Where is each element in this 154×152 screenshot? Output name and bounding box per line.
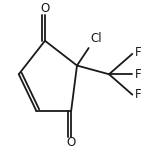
Text: F: F xyxy=(135,68,142,81)
Text: Cl: Cl xyxy=(90,32,102,45)
Text: O: O xyxy=(67,136,76,149)
Text: O: O xyxy=(40,2,50,15)
Text: F: F xyxy=(135,46,142,59)
Text: F: F xyxy=(135,88,142,101)
